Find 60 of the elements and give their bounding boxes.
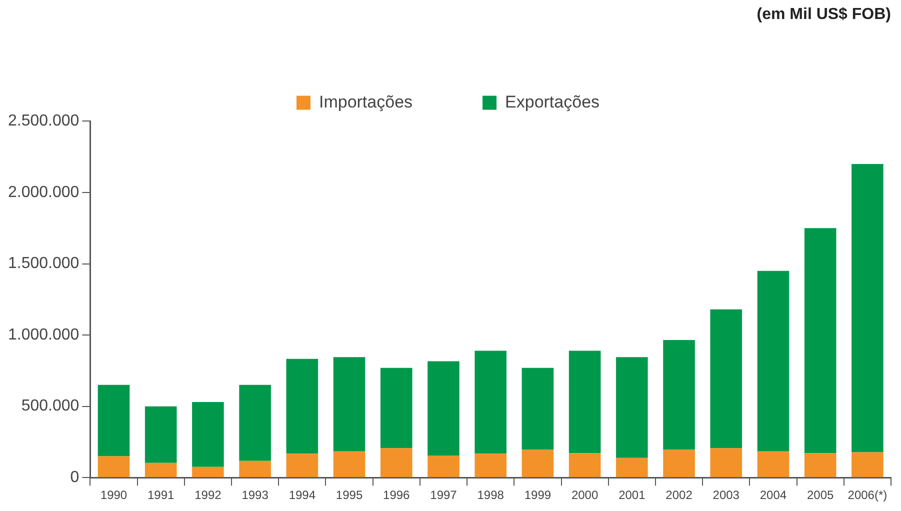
x-tick-label: 1990 [100,488,128,502]
bar [852,452,884,478]
x-tick-label: 2006(*) [848,488,888,502]
bar [474,350,506,454]
x-tick-label: 1993 [242,488,269,502]
x-tick-label: 1992 [194,488,222,502]
bar [616,458,648,478]
bar [333,357,366,452]
bar [380,448,412,478]
chart-subtitle: (em Mil US$ FOB) [756,6,891,24]
y-tick-label: 2.500.000 [8,112,80,130]
bar [98,456,130,478]
bar [522,450,554,478]
bar [286,454,318,478]
x-tick-label: 1997 [430,488,458,502]
bar [568,350,601,454]
bar [757,451,790,478]
bar [757,270,790,452]
bar [710,448,742,478]
legend-label: Importações [318,92,413,112]
x-tick-label: 2005 [806,488,834,502]
bar [616,357,648,458]
bar [663,340,695,450]
x-tick-label: 1996 [383,488,410,502]
y-tick-label: 2.000.000 [8,184,80,201]
x-tick-label: 2003 [712,488,740,502]
bar [804,453,836,478]
bar [522,368,554,450]
bar [192,466,224,478]
bar [710,309,742,448]
x-tick-label: 1995 [336,488,363,502]
x-tick-label: 2001 [618,488,646,502]
bar [144,406,177,463]
bar [144,462,177,478]
bar [428,456,460,478]
bar [192,402,224,467]
bar [804,228,836,454]
bar [428,361,460,456]
x-tick-label: 2000 [571,488,598,502]
bar [852,164,884,452]
bar [239,384,271,461]
y-tick-label: 0 [70,469,80,486]
bar [98,384,130,456]
x-tick-label: 1994 [288,488,316,502]
y-tick-label: 1.500.000 [8,255,80,272]
bar [333,451,366,478]
x-tick-label: 1991 [147,488,175,502]
bar [568,453,601,478]
bar [286,358,318,454]
legend-label: Exportações [505,92,600,112]
y-tick-label: 500.000 [21,398,80,415]
bar [474,454,506,478]
x-tick-label: 1999 [524,488,552,502]
bar [380,368,412,448]
x-tick-label: 1998 [477,488,504,502]
bar [239,460,271,478]
x-tick-label: 2004 [760,488,787,502]
y-tick-label: 1.000.000 [8,326,80,344]
x-tick-label: 2002 [666,488,693,502]
bar [663,450,695,478]
